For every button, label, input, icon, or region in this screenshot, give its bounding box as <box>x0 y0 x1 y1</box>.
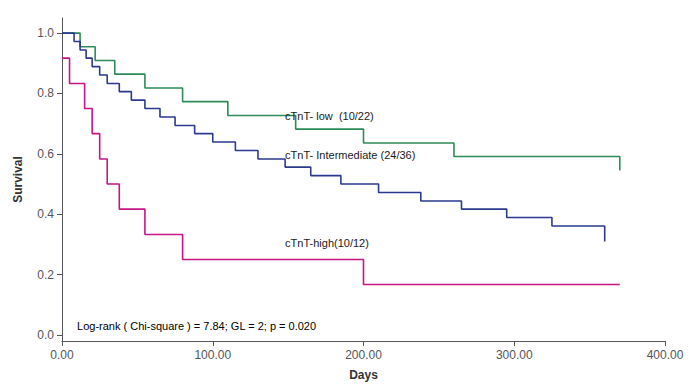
svg-text:Days: Days <box>349 368 378 382</box>
svg-text:0.4: 0.4 <box>37 207 54 221</box>
svg-text:cTnT-high(10/12): cTnT-high(10/12) <box>285 237 369 249</box>
svg-text:Survival: Survival <box>11 156 25 203</box>
svg-text:1.0: 1.0 <box>37 26 54 40</box>
svg-text:0.00: 0.00 <box>50 348 74 362</box>
svg-text:0.8: 0.8 <box>37 86 54 100</box>
svg-text:0.6: 0.6 <box>37 147 54 161</box>
svg-text:100.00: 100.00 <box>194 348 231 362</box>
svg-text:0.0: 0.0 <box>37 328 54 342</box>
svg-text:cTnT- low (10/22): cTnT- low (10/22) <box>285 110 374 122</box>
svg-text:cTnT- Intermediate (24/36): cTnT- Intermediate (24/36) <box>285 149 415 161</box>
svg-text:0.2: 0.2 <box>37 268 54 282</box>
svg-text:Log-rank ( Chi-square ) = 7.84: Log-rank ( Chi-square ) = 7.84; GL = 2; … <box>77 320 316 332</box>
svg-text:400.00: 400.00 <box>647 348 684 362</box>
svg-text:200.00: 200.00 <box>345 348 382 362</box>
svg-text:300.00: 300.00 <box>496 348 533 362</box>
